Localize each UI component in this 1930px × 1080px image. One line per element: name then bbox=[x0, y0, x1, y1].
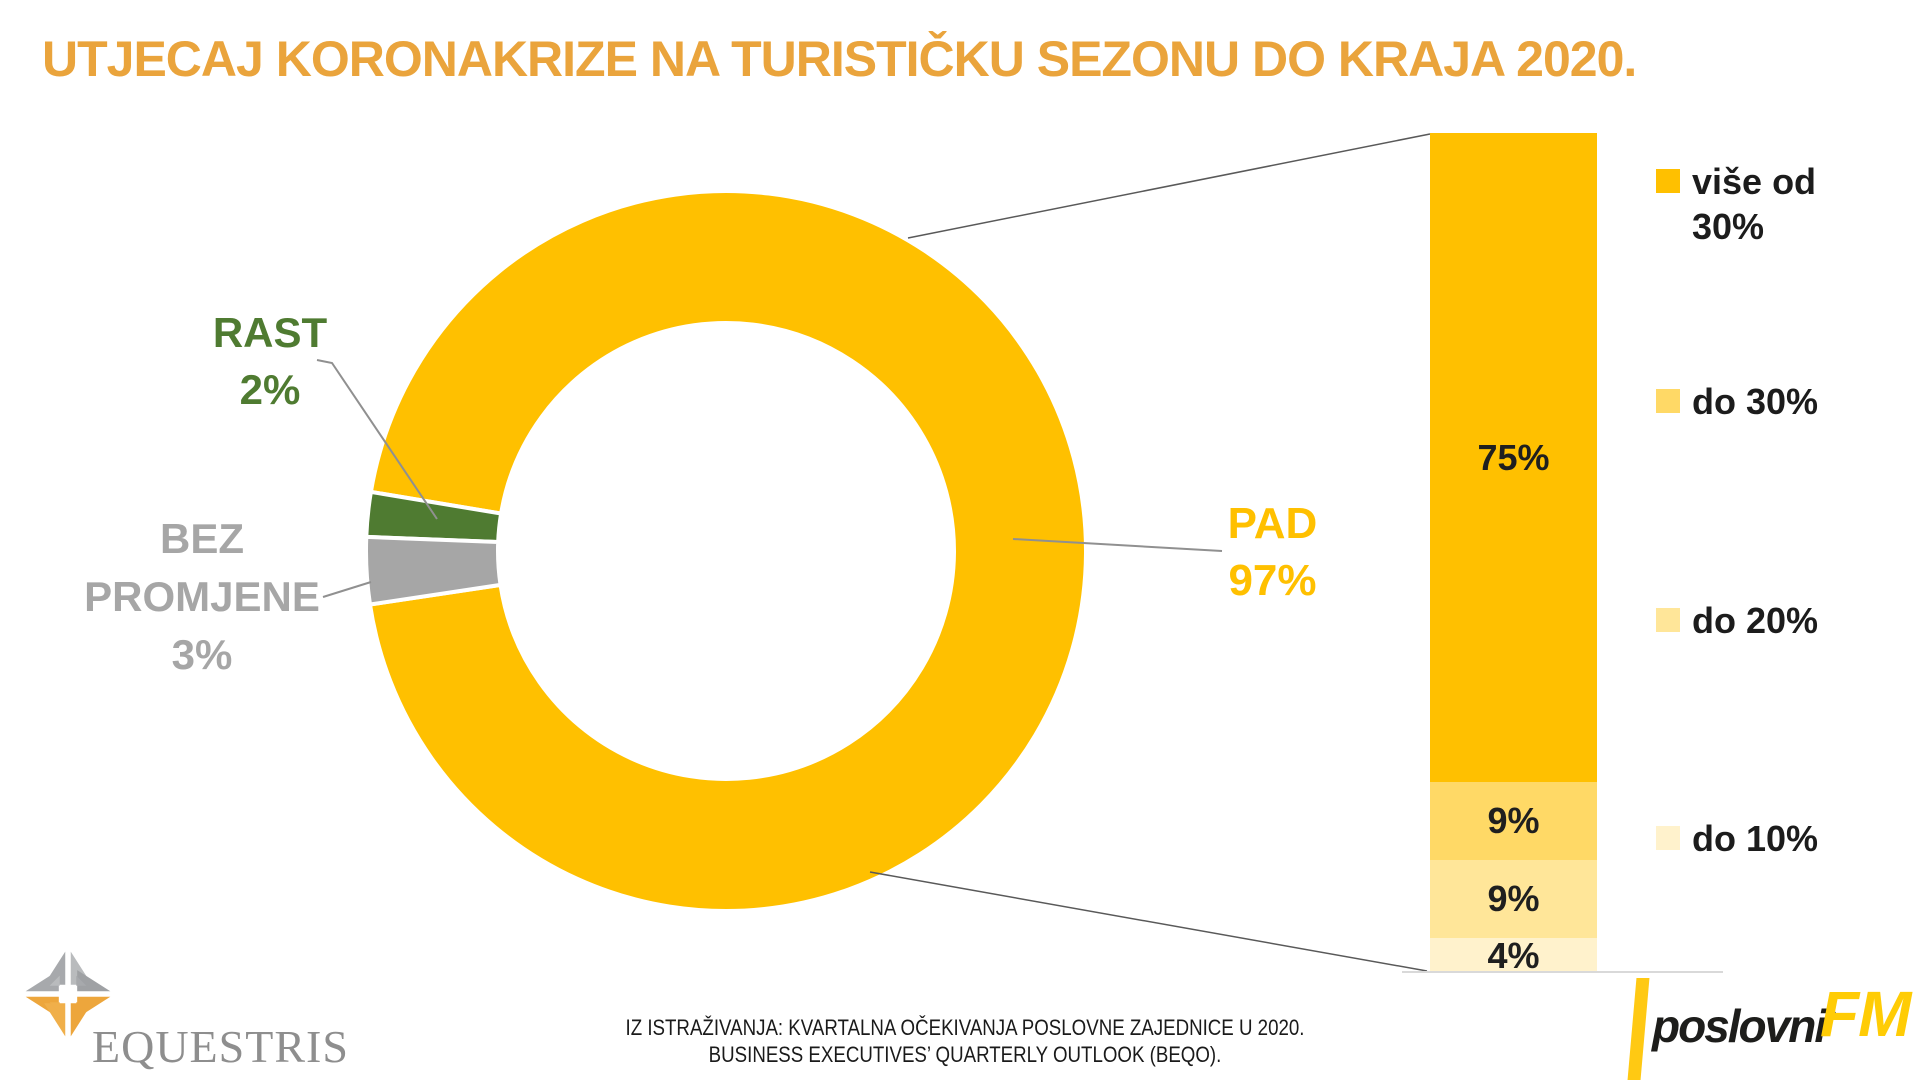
bar-segment-3: 9% bbox=[1430, 860, 1597, 939]
bar-segment-label: 9% bbox=[1487, 878, 1540, 920]
equestris-wordmark: EQUESTRIS bbox=[92, 1021, 349, 1072]
poslovnifm-slash-icon bbox=[1627, 978, 1650, 1080]
poslovnifm-word: poslovni bbox=[1652, 1000, 1827, 1052]
legend-label: do 20% bbox=[1692, 600, 1819, 641]
legend-swatch-icon bbox=[1656, 608, 1680, 632]
donut-label-pad-name: PAD bbox=[1227, 499, 1318, 548]
bar-segment-label: 75% bbox=[1477, 436, 1550, 478]
legend-item-2: do 30% bbox=[1656, 379, 1818, 424]
bar-segment-2: 9% bbox=[1430, 782, 1597, 861]
donut-label-rast-name: RAST bbox=[212, 309, 328, 356]
donut-segment-pad bbox=[367, 188, 1088, 913]
page-title: UTJECAJ KORONAKRIZE NA TURISTIČKU SEZONU… bbox=[42, 31, 1637, 87]
donut-segment-rast bbox=[364, 489, 504, 545]
bar-segment-1: 75% bbox=[1430, 133, 1597, 783]
donut-label-pad: PAD 97% bbox=[1170, 495, 1375, 609]
bar-segment-4: 4% bbox=[1430, 935, 1597, 976]
stacked-bar-chart: 75% 9% 9% 4% bbox=[1430, 133, 1597, 976]
bar-axis-line bbox=[1402, 971, 1723, 973]
legend-label: više od 30% bbox=[1692, 161, 1817, 247]
donut-label-bez: BEZ PROMJENE 3% bbox=[77, 510, 327, 684]
source-note: IZ ISTRAŽIVANJA: KVARTALNA OČEKIVANJA PO… bbox=[540, 1014, 1390, 1068]
source-note-line2: BUSINESS EXECUTIVES’ QUARTERLY OUTLOOK (… bbox=[708, 1042, 1222, 1067]
donut-segment-bez bbox=[364, 534, 503, 607]
connector-line-top bbox=[907, 133, 1431, 239]
bar-segment-label: 4% bbox=[1487, 934, 1540, 976]
legend-swatch-icon bbox=[1656, 389, 1680, 413]
poslovnifm-fm: FM bbox=[1820, 978, 1911, 1050]
legend-item-1: više od 30% bbox=[1656, 159, 1872, 249]
connector-line-bottom bbox=[869, 871, 1428, 972]
poslovnifm-wordmark: poslovni® bbox=[1652, 999, 1836, 1053]
donut-label-rast: RAST 2% bbox=[170, 304, 370, 418]
legend-label: do 30% bbox=[1692, 381, 1819, 422]
legend-item-4: do 10% bbox=[1656, 816, 1818, 861]
legend-swatch-icon bbox=[1656, 169, 1680, 193]
donut-label-pad-value: 97% bbox=[1228, 556, 1317, 605]
donut-label-bez-name: BEZ PROMJENE bbox=[84, 515, 320, 620]
bar-segment-label: 9% bbox=[1487, 800, 1540, 842]
source-note-line1: IZ ISTRAŽIVANJA: KVARTALNA OČEKIVANJA PO… bbox=[625, 1015, 1305, 1040]
registered-mark: ® bbox=[1825, 1007, 1837, 1024]
legend-swatch-icon bbox=[1656, 826, 1680, 850]
legend-label: do 10% bbox=[1692, 818, 1819, 859]
equestris-logo bbox=[25, 951, 111, 1037]
donut-label-bez-value: 3% bbox=[171, 631, 233, 678]
leader-line-bez bbox=[322, 581, 372, 598]
legend-item-3: do 20% bbox=[1656, 598, 1818, 643]
donut-ring bbox=[364, 188, 1088, 913]
donut-label-rast-value: 2% bbox=[239, 366, 301, 413]
